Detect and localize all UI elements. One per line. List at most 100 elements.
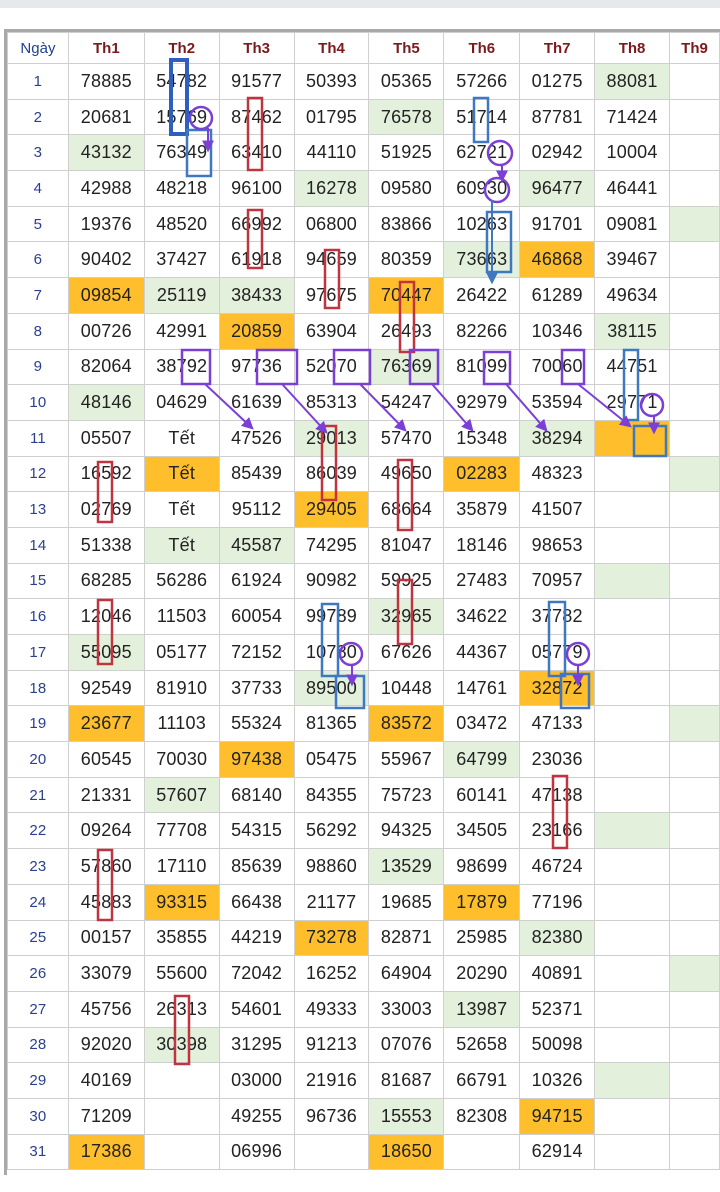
result-cell-month-3: 91577 (218, 63, 295, 100)
result-cell-month-9 (669, 277, 720, 314)
table-row: 25 00157 35855 44219 73278 82871 25985 82380 (7, 919, 720, 957)
result-number: 81047 (380, 534, 432, 555)
result-cell-month-2: 93315 (143, 883, 220, 921)
result-number: 16252 (305, 963, 358, 984)
result-number: 47138 (531, 784, 583, 805)
result-cell-month-4: 16278 (293, 170, 370, 207)
result-cell-month-5: 67626 (368, 634, 445, 671)
result-cell-month-1: 82064 (67, 348, 145, 386)
result-cell-month-4: 85313 (293, 384, 370, 421)
day-number-cell: 22 (7, 812, 69, 850)
result-cell-month-7: 70957 (519, 562, 596, 600)
result-number: 85313 (305, 392, 358, 413)
result-cell-month-7: 96477 (519, 170, 596, 207)
result-cell-month-7: 53594 (519, 384, 596, 421)
result-cell-month-2 (143, 1133, 220, 1171)
result-number: 78885 (80, 70, 132, 91)
result-cell-month-4: 97675 (293, 277, 370, 314)
day-number-cell: 30 (7, 1097, 69, 1135)
table-row: 5 19376 48520 66992 06800 83866 10263 91701 0908… (7, 205, 720, 243)
result-number: 74295 (305, 534, 358, 555)
result-cell-month-2: 15769 (143, 98, 220, 136)
result-cell-month-2: 81910 (143, 669, 220, 707)
result-number: 03000 (231, 1070, 283, 1091)
result-cell-month-1: 42988 (67, 170, 145, 207)
table-row: 27 45756 26313 54601 49333 33003 13987 52371 (7, 990, 720, 1028)
result-number: 10780 (305, 641, 358, 662)
result-number: 20290 (456, 963, 508, 984)
result-cell-month-3: 61924 (218, 562, 295, 600)
table-row: 17 55095 05177 72152 10780 67626 44367 05779 (7, 634, 720, 671)
result-number: 14761 (456, 677, 508, 698)
result-number: 80359 (380, 249, 432, 270)
result-number: 90982 (305, 570, 358, 591)
result-number: 38115 (607, 320, 657, 341)
day-number-cell: 28 (7, 1026, 69, 1064)
result-cell-month-6: 62721 (443, 134, 521, 172)
result-cell-month-1: 51338 (67, 526, 145, 564)
result-number: 25985 (456, 927, 508, 948)
result-cell-month-2: 57607 (143, 776, 220, 814)
result-cell-month-2: 48520 (143, 205, 220, 243)
result-cell-month-5: 59925 (368, 562, 445, 600)
result-cell-month-1: 09854 (67, 277, 145, 314)
result-cell-month-5: 51925 (368, 134, 445, 172)
result-cell-month-2: 70030 (143, 741, 220, 778)
result-cell-month-8: 09081 (594, 205, 671, 243)
result-cell-month-7: 94715 (519, 1097, 596, 1135)
column-header-month-8: Th8 (594, 32, 671, 64)
result-cell-month-1: 19376 (67, 205, 145, 243)
table-row: 10 48146 04629 61639 85313 54247 92979 53594 297… (7, 384, 720, 421)
result-number: 85639 (231, 855, 283, 876)
result-cell-month-7: 23036 (519, 741, 596, 778)
result-cell-month-6: 44367 (443, 634, 521, 671)
result-cell-month-9 (669, 1133, 720, 1171)
result-cell-month-5: 68664 (368, 491, 445, 528)
result-cell-month-7: 47133 (519, 705, 596, 743)
result-cell-month-5: 83866 (368, 205, 445, 243)
result-number: 60545 (80, 748, 132, 769)
result-number: 05779 (531, 641, 583, 662)
result-number: 45587 (231, 534, 283, 555)
result-number: 55095 (80, 641, 132, 662)
result-cell-month-9 (669, 562, 720, 600)
result-number: 49650 (380, 463, 432, 484)
result-cell-month-6: 02283 (443, 455, 521, 493)
result-cell-month-8: 38115 (594, 312, 671, 350)
result-cell-month-4: 99789 (293, 598, 370, 635)
result-cell-month-1: 09264 (67, 812, 145, 850)
result-number: 16278 (305, 177, 358, 198)
result-cell-month-2: 35855 (143, 919, 220, 957)
result-number: 48218 (156, 177, 208, 198)
result-number: 39467 (606, 249, 658, 270)
result-number: 47526 (231, 427, 283, 448)
result-number: 76578 (380, 106, 432, 127)
result-number: 37733 (231, 677, 283, 698)
result-number: 50098 (531, 1034, 583, 1055)
result-cell-month-1: 00726 (67, 312, 145, 350)
result-number: 55967 (380, 748, 432, 769)
table-row: 8 00726 42991 20859 63904 26493 82266 10346 3811… (7, 312, 720, 350)
result-cell-month-8 (594, 634, 671, 671)
column-header-day: Ngày (7, 32, 69, 64)
result-number: 10263 (456, 213, 508, 234)
result-cell-month-3: 85639 (218, 848, 295, 885)
result-number: 18146 (456, 534, 508, 555)
result-cell-month-7: 82380 (519, 919, 596, 957)
result-cell-month-6: 14761 (443, 669, 521, 707)
result-number: 76349 (156, 142, 208, 163)
result-number: 12046 (80, 606, 132, 627)
result-cell-month-8 (594, 669, 671, 707)
result-cell-month-5: 26493 (368, 312, 445, 350)
result-cell-month-4: 89500 (293, 669, 370, 707)
day-number-cell: 6 (7, 241, 69, 279)
day-number-cell: 19 (7, 705, 69, 743)
result-number: 86039 (305, 463, 358, 484)
result-number: 29771 (606, 392, 658, 413)
result-cell-month-6: 92979 (443, 384, 521, 421)
result-number: 37782 (531, 606, 583, 627)
result-number: Tết (168, 427, 196, 448)
result-number: 06800 (305, 213, 358, 234)
result-cell-month-9 (669, 990, 720, 1028)
result-number: 26493 (380, 320, 432, 341)
